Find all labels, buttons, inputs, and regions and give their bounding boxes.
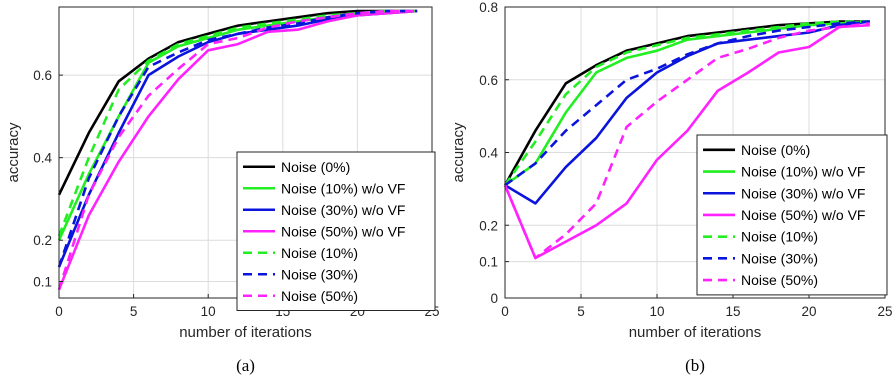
legend-label: Noise (50%): [281, 288, 358, 304]
y-tick-label: 0.1: [479, 255, 498, 270]
legend-label: Noise (30%) w/o VF: [281, 202, 405, 218]
legend-label: Noise (0%): [281, 159, 350, 175]
legend-label: Noise (10%) w/o VF: [281, 180, 405, 196]
y-tick-label: 0.6: [479, 73, 498, 88]
x-axis-label: number of iterations: [629, 324, 762, 341]
legend: Noise (0%) Noise (10%) w/o VF Noise (30%) …: [236, 151, 436, 311]
series-line: [57, 9, 418, 268]
x-tick-label: 20: [801, 304, 816, 319]
legend-label: Noise (30%) w/o VF: [741, 185, 865, 201]
x-tick-label: 5: [577, 304, 585, 319]
legend: Noise (0%) Noise (10%) w/o VF Noise (30%) …: [696, 134, 888, 296]
series-line: [504, 20, 870, 205]
x-axis-label: number of iterations: [179, 324, 312, 341]
series-line: [57, 9, 418, 291]
panel-caption: (a): [236, 356, 255, 375]
x-tick-label: 25: [877, 304, 892, 319]
series-line: [503, 23, 870, 260]
x-tick-label: 0: [501, 304, 509, 319]
x-tick-label: 10: [201, 304, 216, 319]
y-tick-label: 0.2: [33, 233, 52, 248]
x-tick-label: 10: [649, 304, 664, 319]
legend-label: Noise (50%) w/o VF: [281, 223, 405, 239]
y-tick-label: 0.1: [33, 274, 52, 289]
y-tick-label: 0.8: [479, 0, 498, 15]
x-tick-label: 5: [130, 304, 138, 319]
legend-box: [696, 134, 888, 296]
series-line: [503, 22, 870, 260]
y-tick-label: 0: [490, 291, 498, 306]
chart-b: 0 5 10 15 20 25 0 0.1 0.2 0.4 0.6 0.8 number of iter…: [450, 0, 893, 375]
panel-caption: (b): [685, 356, 705, 375]
legend-label: Noise (50%): [741, 272, 818, 288]
legend-label: Noise (30%): [741, 250, 818, 266]
legend-label: Noise (0%): [741, 142, 810, 158]
legend-label: Noise (50%) w/o VF: [741, 207, 865, 223]
y-tick-label: 0.4: [33, 151, 52, 166]
legend-label: Noise (10%): [741, 229, 818, 245]
legend-label: Noise (30%): [281, 266, 358, 282]
y-axis-label: accuracy: [5, 122, 22, 183]
x-tick-label: 15: [725, 304, 740, 319]
y-tick-label: 0.4: [479, 146, 498, 161]
legend-label: Noise (10%) w/o VF: [741, 164, 865, 180]
y-axis-label: accuracy: [450, 122, 467, 183]
x-tick-label: 0: [55, 304, 63, 319]
series-line: [503, 20, 870, 186]
series-line: [504, 20, 870, 187]
y-tick-label: 0.2: [479, 218, 498, 233]
series-line: [57, 9, 418, 196]
y-tick-label: 0.6: [33, 68, 52, 83]
legend-label: Noise (10%): [281, 245, 358, 261]
series-line: [504, 20, 870, 187]
series-line: [57, 9, 418, 237]
